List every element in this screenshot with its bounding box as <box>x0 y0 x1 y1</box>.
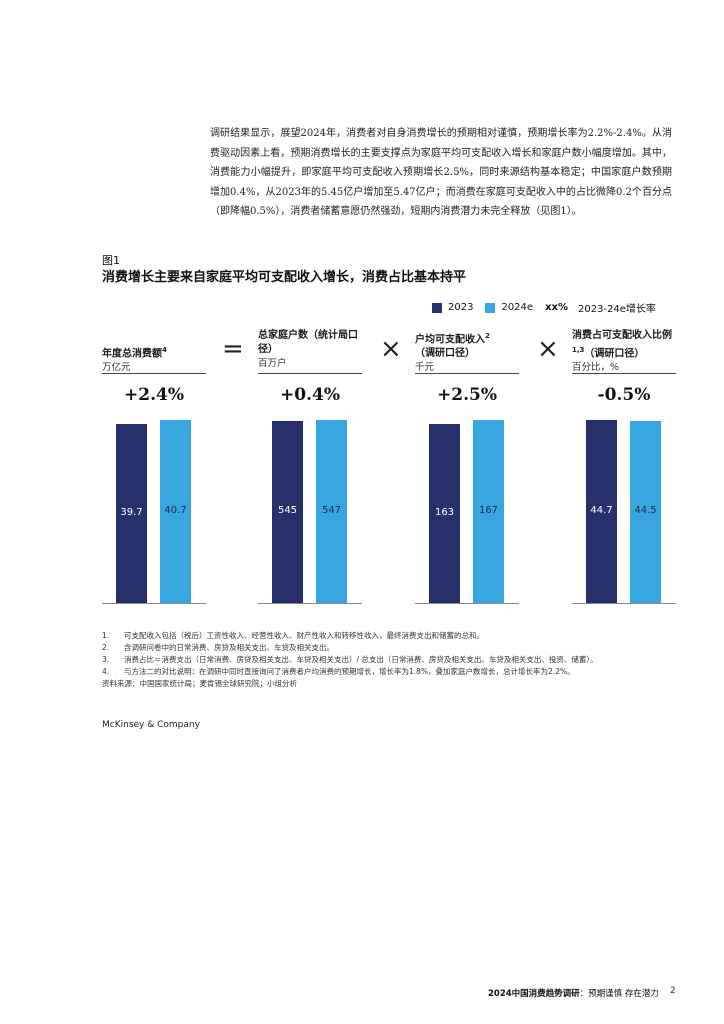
bar-panel4-2024e <box>630 421 661 603</box>
panel-unit-3: 千元 <box>415 362 435 374</box>
panel-unit-4: 百分比，% <box>572 362 620 374</box>
growth-label-4: -0.5% <box>597 385 651 405</box>
bar-value-label-panel2-2023: 545 <box>277 505 298 516</box>
growth-label-2: +0.4% <box>280 385 340 405</box>
panel-title-3b: （调研口径） <box>415 348 475 360</box>
figure-title: 消费增长主要来自家庭平均可支配收入增长，消费占比基本持平 <box>102 270 467 285</box>
footnote-2: 2. 含调研问卷中的日常消费、房贷及相关支出、车贷及相关支出。 <box>102 643 334 652</box>
panel-rule-1 <box>102 373 206 374</box>
panel-unit-1: 万亿元 <box>102 362 131 374</box>
legend-swatch-2023 <box>432 302 442 313</box>
chart-legend: 2023 2024e xx% 2023-24e增长率 <box>432 300 656 315</box>
panel-rule-3 <box>415 373 519 374</box>
bar-panel2-2023 <box>272 421 303 603</box>
bar-panel1-2024e <box>160 420 191 603</box>
legend-item-2023: 2023 <box>432 302 473 313</box>
bar-value-label-panel4-2023: 44.7 <box>590 504 613 516</box>
panel-header-2: 总家庭户数（统计局口径） 百万户 <box>258 329 364 371</box>
footnote-3: 3. 消费占比＝消费支出（日常消费、房贷及相关支出、车贷及相关支出）/ 总支出（日… <box>102 655 598 664</box>
panel-title-1: 年度总消费额4 <box>102 346 167 360</box>
baseline-panel4 <box>572 603 676 604</box>
figure-label: 图1 <box>102 254 120 267</box>
panel-header-4: 消费占可支配收入比例1,3（调研口径） 百分比，% <box>572 329 680 375</box>
legend-swatch-2024e <box>485 302 496 313</box>
brand-name: McKinsey & Company <box>102 720 200 730</box>
panel-title-3: 户均可支配收入2 <box>415 332 490 346</box>
legend-label-2023: 2023 <box>448 302 474 313</box>
bar-value-label-panel3-2023: 163 <box>434 506 455 518</box>
legend-label-2024e: 2024e <box>501 302 534 313</box>
panel-title-4: 消费占可支配收入比例1,3（调研口径） <box>572 330 672 360</box>
legend-growth-desc: 2023-24e增长率 <box>577 304 656 315</box>
bar-panel4-2023 <box>586 420 617 603</box>
legend-item-2024e: 2024e <box>485 302 533 313</box>
legend-growth-token: xx% <box>545 302 568 313</box>
growth-label-1: +2.4% <box>124 385 184 405</box>
bar-value-label-panel1-2023: 39.7 <box>120 506 143 518</box>
panel-header-3: 户均可支配收入2 （调研口径） 千元 <box>415 329 521 375</box>
panel-rule-4 <box>572 373 676 374</box>
bar-panel3-2023 <box>429 424 460 603</box>
bar-panel2-2024e <box>316 420 347 603</box>
bar-value-label-panel1-2024e: 40.7 <box>164 504 187 516</box>
baseline-panel2 <box>258 603 362 604</box>
page-number: 2 <box>670 986 676 996</box>
bar-value-label-panel4-2024e: 44.5 <box>634 505 657 516</box>
times-sign-2: × <box>537 334 559 364</box>
footnotes: 1. 可支配收入包括（税后）工资性收入、经营性收入、财产性收入和转移性收入，最终消… <box>102 630 687 690</box>
equals-sign: = <box>222 334 244 364</box>
panel-header-1: 年度总消费额4 万亿元 <box>102 343 206 375</box>
panel-unit-2: 百万户 <box>258 358 287 369</box>
page-footer: 2024中国消费趋势调研：预期谨慎 存在潜力 <box>488 989 659 999</box>
footnote-1: 1. 可支配收入包括（税后）工资性收入、经营性收入、财产性收入和转移性收入，最终消… <box>102 631 484 640</box>
baseline-panel3 <box>415 603 519 604</box>
intro-paragraph: 调研结果显示，展望2024年，消费者对自身消费增长的预期相对谨慎，预期增长率为2… <box>210 128 672 217</box>
source-line: 资料来源：中国国家统计局；麦肯锡全球研究院；小组分析 <box>102 679 297 688</box>
baseline-panel1 <box>102 603 206 604</box>
bar-value-label-panel2-2024e: 547 <box>321 504 342 516</box>
bar-panel3-2024e <box>473 420 504 603</box>
panel-title-2: 总家庭户数（统计局口径） <box>258 330 358 355</box>
growth-label-3: +2.5% <box>437 385 497 405</box>
footnote-4: 4. 与方法二的对比说明：在调研中同时直接询问了消费者户均消费的预期增长，增长率为… <box>102 667 575 676</box>
bar-panel1-2023 <box>116 424 147 603</box>
times-sign-1: × <box>380 334 402 364</box>
panel-rule-2 <box>258 373 362 374</box>
bar-value-label-panel3-2024e: 167 <box>478 504 499 516</box>
